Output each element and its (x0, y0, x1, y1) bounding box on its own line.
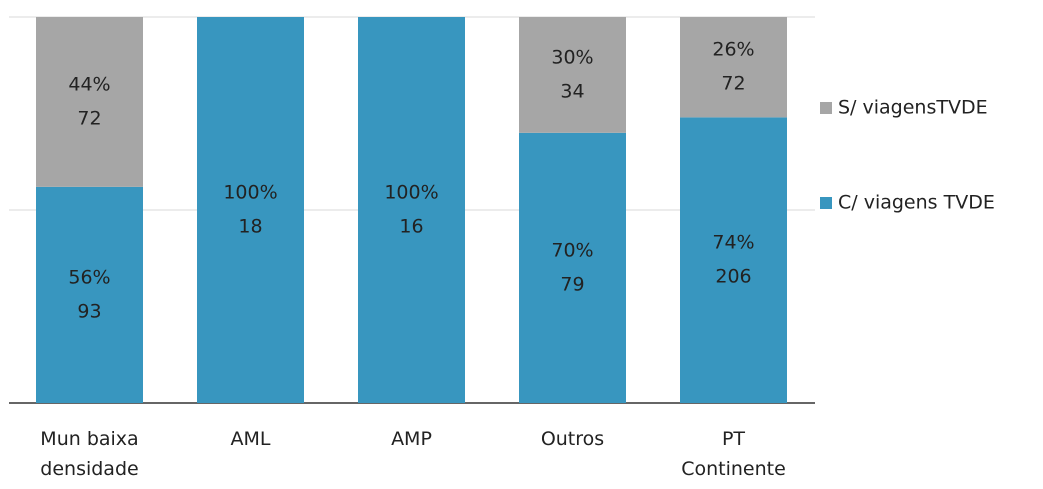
data-label: 26% (712, 39, 754, 61)
count-label: 72 (77, 107, 101, 129)
count-label: 93 (77, 300, 101, 322)
count-label: 72 (721, 73, 745, 95)
legend-swatch (820, 197, 832, 209)
data-label: 74% (712, 232, 754, 254)
bar-segment (519, 17, 626, 133)
legend-label: C/ viagens TVDE (838, 192, 995, 214)
data-label: 30% (551, 46, 593, 68)
count-label: 79 (560, 273, 584, 295)
bar-segment (519, 132, 626, 404)
x-tick-label: Outros (540, 428, 605, 450)
legend-swatch (820, 102, 832, 114)
bar-segment (680, 117, 787, 404)
data-label: 100% (223, 182, 277, 204)
bar-segment (36, 186, 143, 403)
x-tick-label: AMP (391, 428, 432, 450)
legend-label: S/ viagensTVDE (838, 97, 988, 119)
count-label: 16 (399, 216, 423, 238)
bar-segment (358, 17, 465, 403)
x-tick-label: Mun baixa densidade (40, 428, 139, 480)
bar-segment (680, 17, 787, 118)
data-label: 56% (68, 266, 110, 288)
x-tick-label: AML (230, 428, 271, 450)
data-label: 44% (68, 73, 110, 95)
data-label: 100% (384, 182, 438, 204)
bar-segment (197, 17, 304, 403)
count-label: 206 (715, 266, 751, 288)
bar-segment (36, 17, 143, 187)
count-label: 34 (560, 80, 584, 102)
x-tick-label: PT Continente (681, 428, 786, 480)
data-label: 70% (551, 239, 593, 261)
count-label: 18 (238, 216, 262, 238)
